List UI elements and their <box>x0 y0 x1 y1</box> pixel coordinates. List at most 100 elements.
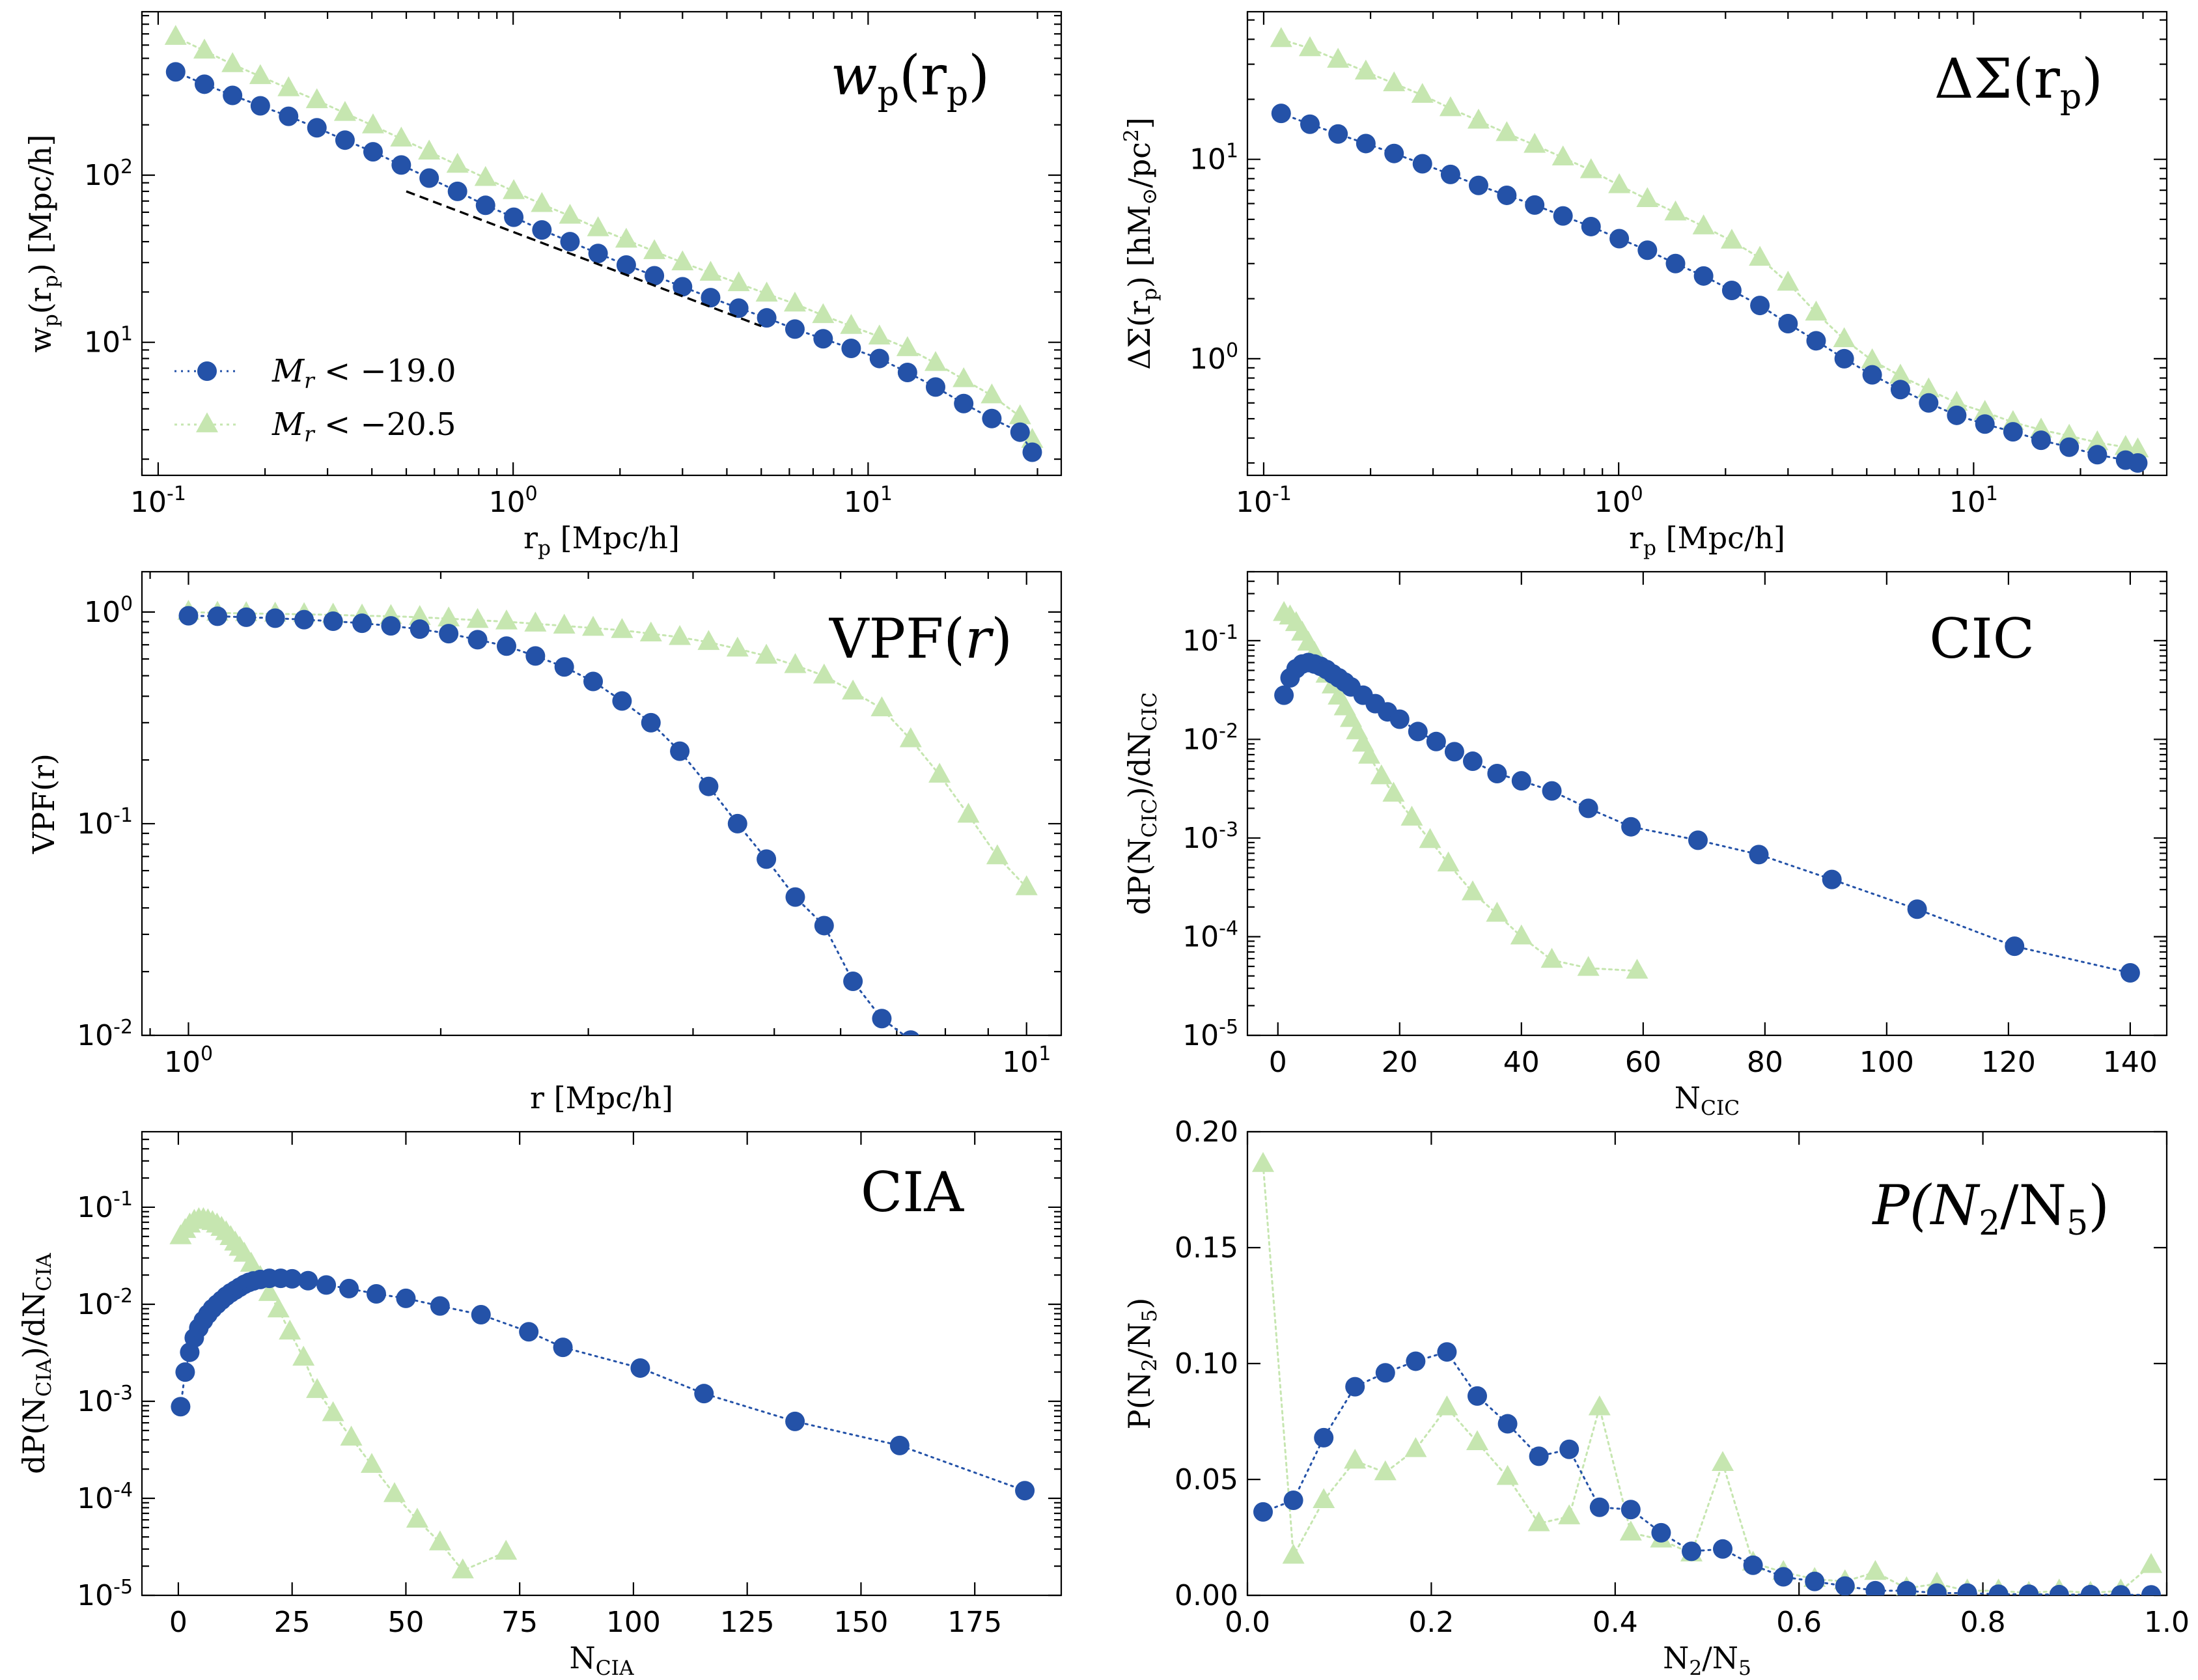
dsigma-series-1-point <box>1861 348 1884 369</box>
wp-series-1-point <box>474 165 497 186</box>
cia-series-0-point <box>339 1278 359 1298</box>
dsigma-series-0-point <box>2128 453 2148 473</box>
vpf-series-0-point <box>757 849 777 869</box>
wp-series-0-point <box>1022 442 1042 462</box>
wp-plot-frame <box>141 10 1063 477</box>
n2n5-series-1-point <box>1864 1560 1887 1580</box>
wp-series-1-point <box>924 351 947 371</box>
wp-series-1-point <box>868 324 891 345</box>
wp-series-0-point <box>954 393 974 413</box>
legend-label: Mr < −19.0 <box>271 353 456 393</box>
wp-series-1-point <box>531 191 553 212</box>
vpf-xtick-label: 101 <box>1002 1043 1051 1079</box>
dsigma-xtick-label: 10-1 <box>1236 483 1292 519</box>
vpf-series-0-point <box>294 609 314 630</box>
n2n5-series-0-point <box>1865 1580 1885 1595</box>
wp-series-1-point <box>783 291 806 312</box>
vpf-series-0-point <box>872 1009 892 1029</box>
cia-xtick-label: 150 <box>833 1606 888 1639</box>
vpf-series-1-point <box>524 611 547 632</box>
wp-series-0-point <box>982 408 1002 428</box>
cic-y-axis-label: dP(NCIC)/dNCIC <box>1122 692 1162 915</box>
cia-xtick-label: 75 <box>501 1606 538 1639</box>
n2n5-series-0-point <box>1375 1363 1395 1383</box>
cic-series-1-point <box>1461 880 1484 901</box>
n2n5-series-0-point <box>1957 1583 1977 1595</box>
n2n5-series-1-point <box>1344 1448 1367 1469</box>
vpf-y-axis-label: VPF(r) <box>26 753 61 854</box>
cia-series-0-point <box>171 1397 191 1417</box>
n2n5-ytick-label: 0.00 <box>1175 1579 1238 1612</box>
wp-series-0-point <box>363 142 383 162</box>
cic-x-axis-label: NCIC <box>1675 1080 1740 1120</box>
cic-series-0-point <box>1688 830 1708 850</box>
wp-series-1-point <box>727 271 750 292</box>
cic-xtick-label: 60 <box>1625 1046 1662 1079</box>
vpf-series-1-point <box>553 613 576 634</box>
n2n5-series-1-point <box>1374 1460 1397 1481</box>
dsigma-series-0-point <box>2031 430 2051 451</box>
n2n5-series-1-point <box>1436 1395 1458 1416</box>
vpf-series-0-point <box>525 646 546 666</box>
vpf-series-0-point <box>439 624 459 644</box>
wp-series-0-point <box>560 232 580 252</box>
cia-series-1-point <box>451 1558 474 1578</box>
vpf-series-1-point <box>986 844 1009 865</box>
n2n5-series-0-point <box>2019 1584 2039 1595</box>
n2n5-series-0-point <box>2080 1584 2100 1595</box>
dsigma-xtick-label: 101 <box>1949 483 1998 519</box>
cic-series-0-point <box>1462 751 1482 772</box>
n2n5-xtick-label: 0.2 <box>1408 1606 1454 1639</box>
cic-series-0-point <box>1822 869 1842 889</box>
cia-series-0-point <box>175 1362 195 1382</box>
wp-series-0-point <box>279 106 299 126</box>
vpf-series-1-point <box>639 621 662 642</box>
cic-series-0-point <box>1511 771 1531 791</box>
n2n5-series-1-point <box>1282 1543 1305 1564</box>
n2n5-series-0-point <box>1743 1555 1763 1575</box>
cia-series-0-point <box>396 1288 416 1308</box>
wp-series-0-point <box>223 85 243 105</box>
wp-series-1-point <box>249 64 271 85</box>
n2n5-ytick-label: 0.10 <box>1175 1347 1238 1380</box>
cic-series-1-point <box>1540 947 1563 968</box>
cic-ytick-label: 10-5 <box>1182 1016 1238 1052</box>
cic-ytick-label: 10-4 <box>1182 917 1238 953</box>
vpf-series-0-point <box>265 608 285 628</box>
cic-series-0-point <box>2005 936 2025 957</box>
cic-series-0-point <box>1444 742 1464 762</box>
dsigma-series-0-point <box>1384 143 1404 163</box>
vpf-series-0-point <box>699 776 719 796</box>
wp-series-0-point <box>897 363 917 383</box>
cic-ytick-label: 10-3 <box>1182 819 1238 855</box>
cia-series-0-point <box>282 1268 302 1289</box>
wp-series-1-point <box>503 179 525 199</box>
n2n5-x-axis-label: N2/N5 <box>1663 1640 1751 1680</box>
cic-series-1-point <box>1577 956 1600 976</box>
dsigma-series-1-point <box>1523 132 1546 153</box>
n2n5-series-1-point <box>1558 1504 1581 1524</box>
cic-series-1-point <box>1510 924 1533 945</box>
cia-series-1-point <box>279 1319 301 1340</box>
dsigma-series-0-point <box>1834 348 1854 369</box>
n2n5-series-0-point <box>1314 1427 1334 1448</box>
vpf-series-0-point <box>843 972 863 992</box>
dsigma-series-1-point <box>1664 200 1687 221</box>
cic-series-0-point <box>1542 781 1562 801</box>
vpf-series-0-point <box>208 606 228 626</box>
dsigma-series-0-point <box>1721 281 1742 301</box>
n2n5-plot-frame <box>1246 1130 2168 1597</box>
n2n5-ytick-label: 0.15 <box>1175 1231 1238 1265</box>
wp-ytick-label: 102 <box>84 156 133 192</box>
n2n5-series-1-point <box>1404 1437 1427 1457</box>
cia-y-axis-label: dP(NCIA)/dNCIA <box>16 1253 56 1474</box>
legend-marker <box>196 412 218 432</box>
n2n5-series-1-point <box>1712 1451 1734 1471</box>
n2n5-series-1-point <box>1466 1430 1488 1450</box>
n2n5-xtick-label: 0.8 <box>1960 1606 2006 1639</box>
cia-x-axis-label: NCIA <box>569 1640 634 1680</box>
vpf-series-0-line <box>187 615 906 1035</box>
cic-panel: 0 20 40 60 80 100 120 140 10-5 10-4 10-3 10-2 10-1 NC… <box>1122 570 2168 1120</box>
wp-series-1-point <box>896 336 919 356</box>
